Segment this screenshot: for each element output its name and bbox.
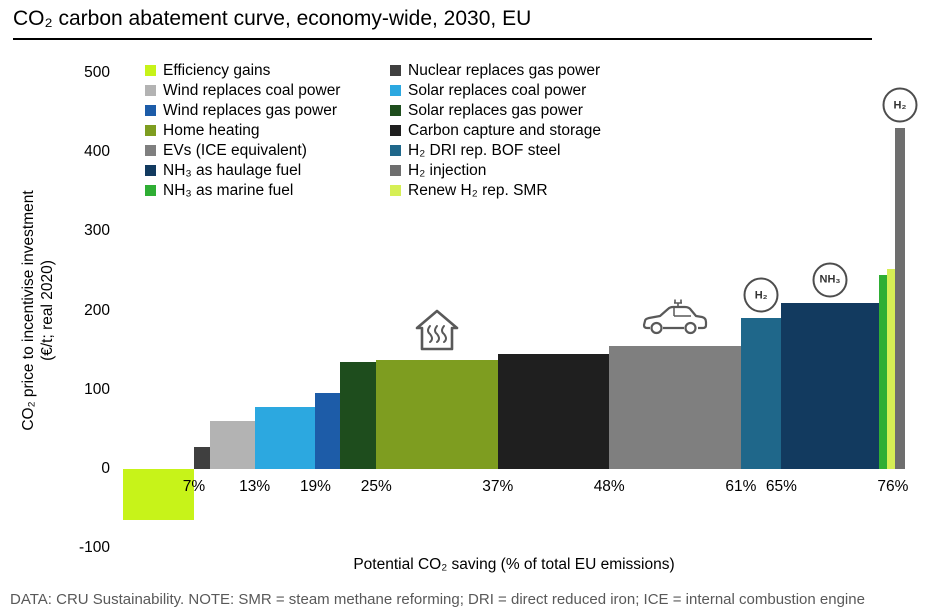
legend-item-solar-replaces-gas-power: Solar replaces gas power: [390, 101, 700, 120]
legend-swatch-solar-replaces-coal-power: [390, 85, 401, 96]
x-tick-61: 61%: [725, 477, 757, 495]
bar-carbon-capture-and-storage: [497, 354, 610, 469]
legend-label-carbon-capture-and-storage: Carbon capture and storage: [408, 122, 602, 139]
legend-label-efficiency-gains: Efficiency gains: [163, 62, 271, 79]
legend-swatch-nuclear-replaces-gas-power: [390, 65, 401, 76]
legend-label-renew-h-rep-smr: Renew H₂ rep. SMR: [408, 182, 548, 199]
legend-swatch-carbon-capture-and-storage: [390, 125, 401, 136]
bar-nuclear-replaces-gas-power: [193, 447, 211, 469]
legend-label-h-injection: H₂ injection: [408, 162, 487, 179]
legend: Efficiency gains Nuclear replaces gas pow…: [145, 61, 700, 200]
plot-area: H₂ NH₃ H₂ 7% 13% 19% 25% 37% 48% 61% 65% 76%: [123, 73, 918, 548]
x-tick-65: 65%: [765, 477, 797, 495]
bar-wind-replaces-coal-power: [210, 421, 255, 469]
legend-item-efficiency-gains: Efficiency gains: [145, 61, 390, 80]
y-tick-100: 100: [84, 380, 110, 398]
legend-item-evs-ice-equivalent: EVs (ICE equivalent): [145, 141, 390, 160]
legend-item-wind-replaces-coal-power: Wind replaces coal power: [145, 81, 390, 100]
y-tick-500: 500: [84, 64, 110, 81]
legend-swatch-nh-as-marine-fuel: [145, 185, 156, 196]
x-axis-title: Potential CO₂ saving (% of total EU emis…: [353, 556, 675, 573]
legend-item-h-dri-rep-bof-steel: H₂ DRI rep. BOF steel: [390, 141, 700, 160]
legend-swatch-renew-h-rep-smr: [390, 185, 401, 196]
legend-item-h-injection: H₂ injection: [390, 161, 700, 180]
x-tick-37: 37%: [482, 477, 514, 495]
legend-swatch-home-heating: [145, 125, 156, 136]
bar-nh-as-marine-fuel: [878, 274, 887, 469]
legend-item-carbon-capture-and-storage: Carbon capture and storage: [390, 121, 700, 140]
y-axis-ticks: 500 400 300 200 100 0 -100: [48, 64, 110, 556]
bar-solar-replaces-gas-power: [339, 361, 377, 469]
legend-swatch-solar-replaces-gas-power: [390, 105, 401, 116]
x-tick-76: 76%: [877, 477, 909, 495]
badge-nh-as-haulage-fuel: NH₃: [812, 262, 848, 298]
legend-swatch-evs-ice-equivalent: [145, 145, 156, 156]
bar-home-heating: [376, 359, 498, 469]
x-tick-7: 7%: [182, 477, 206, 495]
bar-wind-replaces-gas-power: [315, 392, 340, 469]
legend-swatch-wind-replaces-gas-power: [145, 105, 156, 116]
legend-label-nh-as-marine-fuel: NH₃ as marine fuel: [163, 182, 294, 199]
legend-label-wind-replaces-coal-power: Wind replaces coal power: [163, 82, 341, 99]
y-tick-0: 0: [101, 459, 110, 477]
legend-swatch-wind-replaces-coal-power: [145, 85, 156, 96]
legend-item-nh-as-haulage-fuel: NH₃ as haulage fuel: [145, 161, 390, 180]
legend-item-renew-h-rep-smr: Renew H₂ rep. SMR: [390, 181, 700, 200]
legend-swatch-h-injection: [390, 165, 401, 176]
legend-swatch-nh-as-haulage-fuel: [145, 165, 156, 176]
y-tick-400: 400: [84, 143, 110, 161]
badge-h-injection: H₂: [882, 87, 918, 123]
legend-label-solar-replaces-gas-power: Solar replaces gas power: [408, 102, 583, 119]
legend-item-nh-as-marine-fuel: NH₃ as marine fuel: [145, 181, 390, 200]
bar-nh-as-haulage-fuel: [781, 302, 879, 469]
legend-label-wind-replaces-gas-power: Wind replaces gas power: [163, 102, 338, 119]
legend-label-home-heating: Home heating: [163, 122, 260, 139]
legend-item-wind-replaces-gas-power: Wind replaces gas power: [145, 101, 390, 120]
electric-car-icon: [642, 299, 708, 335]
legend-item-home-heating: Home heating: [145, 121, 390, 140]
legend-label-solar-replaces-coal-power: Solar replaces coal power: [408, 82, 587, 99]
bar-evs-ice-equivalent: [609, 346, 741, 469]
home-heating-icon: [415, 309, 459, 350]
bar-h-injection: [894, 128, 905, 469]
legend-item-nuclear-replaces-gas-power: Nuclear replaces gas power: [390, 61, 700, 80]
bar-h-dri-rep-bof-steel: [740, 318, 782, 469]
x-tick-25: 25%: [360, 477, 392, 495]
source-note: DATA: CRU Sustainability. NOTE: SMR = st…: [10, 591, 865, 608]
legend-swatch-h-dri-rep-bof-steel: [390, 145, 401, 156]
x-tick-19: 19%: [299, 477, 331, 495]
badge-h-dri-rep-bof-steel: H₂: [743, 277, 779, 313]
legend-label-evs-ice-equivalent: EVs (ICE equivalent): [163, 142, 307, 159]
legend-label-h-dri-rep-bof-steel: H₂ DRI rep. BOF steel: [408, 142, 561, 159]
y-tick--100: -100: [78, 539, 110, 556]
bar-solar-replaces-coal-power: [254, 407, 316, 469]
y-axis-title-line1: CO₂ price to incentivise investment: [20, 190, 37, 431]
legend-label-nuclear-replaces-gas-power: Nuclear replaces gas power: [408, 62, 601, 79]
legend-item-solar-replaces-coal-power: Solar replaces coal power: [390, 81, 700, 100]
x-tick-13: 13%: [239, 477, 271, 495]
legend-swatch-efficiency-gains: [145, 65, 156, 76]
bar-efficiency-gains: [123, 468, 194, 521]
chart-title: CO₂ carbon abatement curve, economy-wide…: [13, 7, 872, 40]
legend-label-nh-as-haulage-fuel: NH₃ as haulage fuel: [163, 162, 302, 179]
y-tick-200: 200: [84, 301, 110, 319]
bar-renew-h-rep-smr: [886, 269, 895, 469]
x-tick-48: 48%: [593, 477, 625, 495]
y-tick-300: 300: [84, 222, 110, 240]
